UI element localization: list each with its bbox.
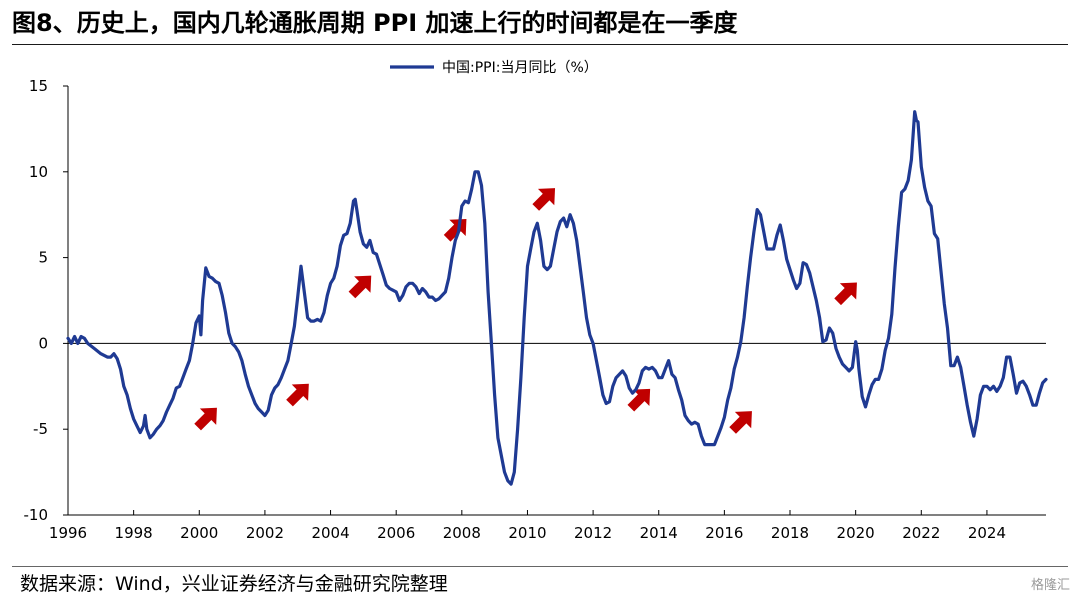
x-tick-label: 2000 <box>180 524 218 542</box>
x-tick-label: 1998 <box>115 524 153 542</box>
red-arrow-icon <box>834 282 857 306</box>
x-tick-label: 2004 <box>311 524 349 542</box>
x-tick-label: 1996 <box>49 524 87 542</box>
x-tick-label: 2010 <box>508 524 546 542</box>
x-tick-label: 2020 <box>837 524 875 542</box>
red-arrow-icon <box>627 388 651 412</box>
y-tick-label: 5 <box>38 249 48 267</box>
x-tick-label: 2016 <box>705 524 743 542</box>
red-arrow-icon <box>532 188 556 211</box>
brand-watermark: 格隆汇 <box>1030 578 1070 593</box>
y-tick-label: -5 <box>33 420 48 438</box>
x-tick-label: 2018 <box>771 524 809 542</box>
source-note: 数据来源：Wind，兴业证券经济与金融研究院整理 <box>20 573 448 595</box>
arrow-annotations <box>194 188 857 434</box>
red-arrow-icon <box>286 383 309 407</box>
title-divider <box>12 44 1068 45</box>
red-arrow-icon <box>194 407 217 431</box>
x-tick-label: 2006 <box>377 524 415 542</box>
x-tick-label: 2022 <box>902 524 940 542</box>
series-line-ppi <box>66 110 1048 486</box>
legend: 中国:PPI:当月同比（%） <box>390 60 598 76</box>
y-tick-label: -10 <box>24 506 49 524</box>
y-tick-label: 15 <box>29 77 48 95</box>
y-tick-label: 10 <box>29 163 48 181</box>
x-tick-label: 2002 <box>246 524 284 542</box>
footer-divider <box>12 566 1068 567</box>
red-arrow-icon <box>348 275 372 299</box>
y-tick-label: 0 <box>38 334 48 352</box>
x-tick-label: 2014 <box>640 524 678 542</box>
x-tick-label: 2012 <box>574 524 612 542</box>
chart-title: 图8、历史上，国内几轮通胀周期 PPI 加速上行的时间都是在一季度 <box>12 9 738 37</box>
x-tick-label: 2024 <box>968 524 1006 542</box>
x-tick-label: 2008 <box>443 524 481 542</box>
legend-label: 中国:PPI:当月同比（%） <box>442 60 598 76</box>
red-arrow-icon <box>729 411 752 434</box>
